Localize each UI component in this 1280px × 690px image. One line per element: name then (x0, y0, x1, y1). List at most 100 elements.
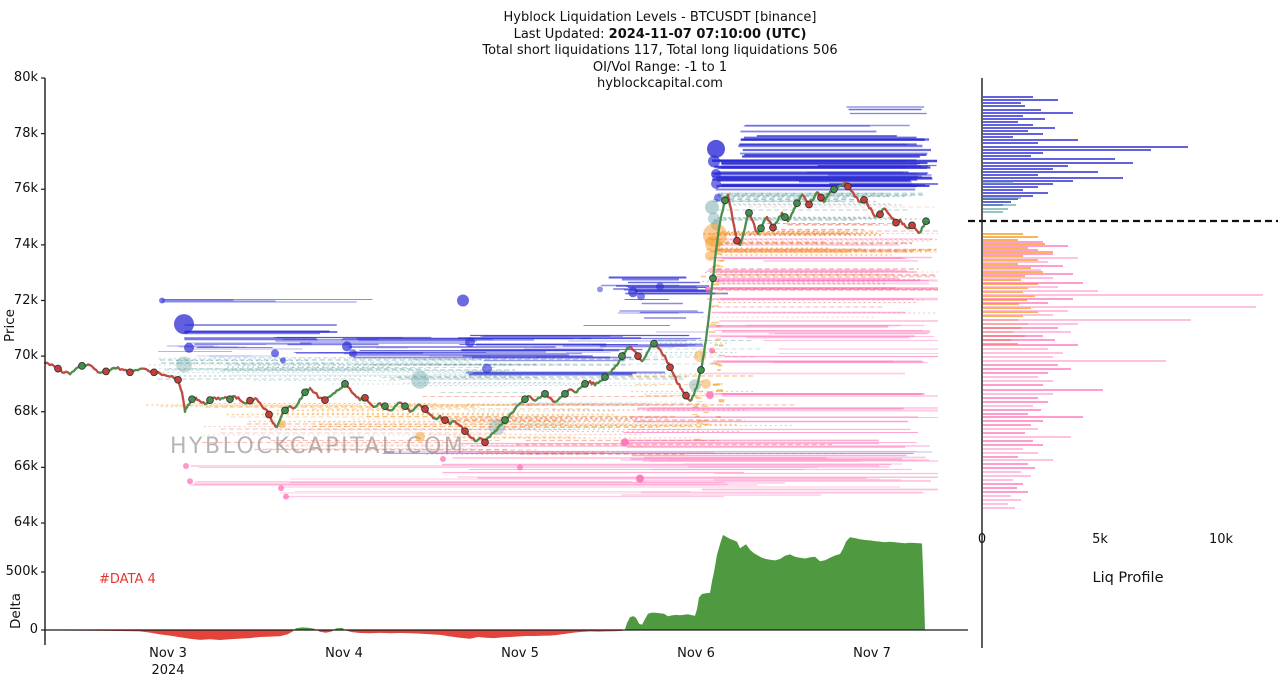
price-line-segment (553, 396, 562, 403)
teal-liq-bubble (176, 356, 192, 373)
year-tick-label: 2024 (151, 663, 185, 678)
blue-liq-bubble (714, 193, 722, 202)
price-marker-up (541, 390, 549, 398)
price-marker-up (793, 199, 801, 208)
delta-area-negative (345, 630, 624, 639)
delta-axis-label: Delta (8, 592, 24, 629)
pink-liq-bubble (706, 391, 714, 400)
blue-liq-bubble (711, 169, 721, 179)
price-marker-up (226, 395, 234, 404)
price-line-segment (198, 400, 207, 406)
price-tick-label: 74k (13, 236, 38, 252)
orange-liq-bubble (705, 251, 715, 261)
last-updated-line: Last Updated: 2024-11-07 07:10:00 (UTC) (340, 27, 980, 43)
orange-liq-bubble (701, 378, 711, 389)
price-tick-label: 70k (13, 348, 38, 364)
pink-liq-bubble (636, 474, 644, 483)
blue-liq-bubble (349, 349, 357, 358)
price-marker-down (174, 375, 182, 384)
price-marker-down (150, 368, 158, 377)
price-line-segment (468, 435, 477, 443)
delta-area-positive (294, 627, 317, 630)
price-marker-up (697, 366, 705, 374)
blue-liq-bubble (482, 363, 492, 374)
price-marker-up (188, 395, 196, 404)
price-marker-down (126, 368, 134, 377)
price-line-segment (86, 363, 96, 370)
price-marker-down (769, 223, 777, 232)
price-marker-up (78, 362, 86, 370)
price-marker-up (922, 217, 930, 226)
last-updated-value: 2024-11-07 07:10:00 (UTC) (608, 26, 807, 42)
price-line-segment (493, 423, 502, 433)
blue-liq-bubble (708, 155, 720, 168)
price-line-segment (213, 396, 222, 401)
price-marker-up (581, 380, 589, 388)
pink-liq-bubble (705, 286, 711, 293)
price-marker-up (745, 209, 753, 217)
price-line-segment (180, 391, 187, 413)
price-line-segment (738, 233, 745, 247)
profile-tick-label: 0 (977, 532, 987, 547)
blue-liq-bubble (457, 294, 469, 307)
price-marker-up (206, 396, 214, 404)
delta-area-negative (45, 630, 295, 640)
price-line-segment (508, 407, 517, 416)
price-marker-down (876, 210, 884, 219)
price-line-segment (640, 354, 648, 363)
price-line-segment (353, 393, 362, 402)
liquidation-totals: Total short liquidations 117, Total long… (482, 43, 838, 58)
price-marker-down (666, 363, 674, 372)
price-marker-up (650, 339, 658, 348)
watermark: HYBLOCKCAPITAL.COM (170, 434, 466, 459)
price-line-segment (62, 370, 72, 376)
price-marker-up (561, 390, 569, 398)
price-line-segment (886, 211, 894, 220)
blue-liq-bubble (597, 286, 603, 293)
profile-tick-label: 10k (1208, 532, 1234, 547)
price-line-segment (741, 221, 748, 237)
price-line-segment (593, 380, 602, 387)
price-line-segment (656, 346, 664, 355)
date-tick-label: Nov 4 (325, 646, 363, 661)
price-marker-down (54, 364, 62, 373)
price-marker-up (601, 373, 609, 381)
price-tick-label: 68k (13, 403, 38, 419)
price-line-segment (348, 387, 357, 397)
price-marker-down (481, 438, 489, 447)
price-marker-up (501, 416, 509, 424)
pink-liq-bubble (187, 478, 193, 485)
blue-liq-bubble (628, 287, 638, 298)
price-line-segment (660, 352, 668, 361)
price-marker-up (281, 406, 289, 415)
price-marker-up (709, 274, 717, 283)
price-tick-label: 80k (13, 70, 38, 85)
teal-liq-bubble (705, 200, 719, 215)
blue-liq-bubble (342, 341, 352, 352)
price-line-segment (726, 193, 733, 210)
blue-liq-bubble (465, 337, 475, 348)
price-line-segment (825, 190, 832, 199)
blue-liq-bubble (271, 349, 279, 358)
delta-tick-label: 0 (29, 622, 38, 637)
price-marker-down (102, 367, 110, 376)
price-line-segment (433, 414, 442, 421)
delta-area-positive (623, 534, 925, 630)
blue-liq-bubble (280, 357, 286, 364)
profile-tick-label: 5k (1092, 532, 1108, 547)
price-marker-up (521, 395, 529, 404)
delta-tick-label: 500k (5, 564, 38, 579)
price-marker-down (441, 416, 449, 424)
price-line-segment (708, 277, 715, 308)
price-tick-label: 78k (13, 125, 38, 141)
price-marker-down (860, 195, 868, 204)
price-marker-up (401, 402, 409, 411)
orange-liq-bubble (415, 431, 425, 442)
price-marker-up (341, 380, 349, 388)
blue-liq-bubble (174, 314, 194, 335)
price-marker-down (844, 182, 852, 191)
price-marker-down (805, 200, 813, 209)
price-marker-down (817, 193, 825, 202)
blue-liq-bubble (711, 178, 721, 189)
